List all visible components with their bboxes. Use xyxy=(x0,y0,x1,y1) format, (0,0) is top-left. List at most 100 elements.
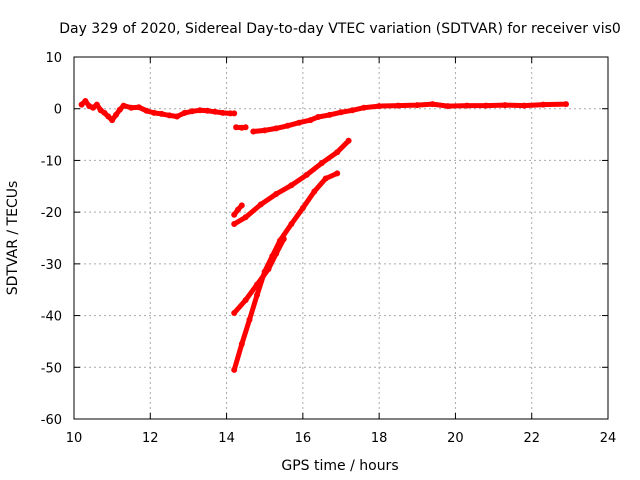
data-point xyxy=(181,109,188,116)
data-point xyxy=(273,250,280,257)
data-point xyxy=(242,214,249,221)
data-point xyxy=(82,98,89,104)
x-tick-label: 22 xyxy=(523,431,540,446)
data-point xyxy=(376,103,383,110)
data-point xyxy=(429,101,436,108)
data-point xyxy=(463,102,470,109)
data-point xyxy=(135,104,142,111)
y-tick-label: -10 xyxy=(41,154,62,169)
data-point xyxy=(109,117,116,124)
data-point xyxy=(254,291,261,298)
data-point xyxy=(265,266,272,272)
x-tick-label: 14 xyxy=(218,431,235,446)
data-point xyxy=(307,117,314,124)
data-point xyxy=(196,107,203,114)
x-axis-label: GPS time / hours xyxy=(281,458,398,474)
data-point xyxy=(273,125,280,132)
data-point xyxy=(261,127,268,134)
data-point xyxy=(349,107,356,114)
data-point xyxy=(326,111,333,118)
data-series xyxy=(78,98,569,373)
x-tick-label: 12 xyxy=(142,431,159,446)
data-point xyxy=(246,316,253,323)
data-point xyxy=(219,109,226,116)
data-point xyxy=(204,107,211,114)
data-point xyxy=(288,221,295,227)
x-tick-label: 10 xyxy=(66,431,83,446)
data-point xyxy=(166,112,173,119)
data-point xyxy=(563,101,569,108)
data-point xyxy=(143,107,150,114)
data-point xyxy=(242,124,249,131)
y-tick-label: -60 xyxy=(41,413,62,428)
data-point xyxy=(242,297,249,304)
y-tick-label: -50 xyxy=(41,361,62,376)
grid xyxy=(74,57,608,419)
data-point xyxy=(334,170,341,177)
data-point xyxy=(120,102,127,109)
data-point xyxy=(311,188,318,195)
data-point xyxy=(128,104,135,111)
data-point xyxy=(315,114,322,120)
data-point xyxy=(284,122,291,129)
series-arc-cross xyxy=(231,236,287,316)
y-axis-label: SDTVAR / TECUs xyxy=(5,181,21,296)
data-point xyxy=(231,221,238,227)
data-point xyxy=(231,110,238,117)
data-point xyxy=(257,201,264,208)
y-tick-label: 0 xyxy=(54,103,62,118)
data-point xyxy=(158,110,165,117)
data-point xyxy=(231,211,238,218)
data-point xyxy=(303,171,310,178)
data-point xyxy=(338,109,344,116)
y-tick-label: -30 xyxy=(41,258,62,273)
data-point xyxy=(113,111,119,118)
data-point xyxy=(238,341,245,347)
data-point xyxy=(116,106,123,113)
x-tick-label: 18 xyxy=(371,431,388,446)
data-point xyxy=(334,149,341,156)
x-tick-label: 24 xyxy=(600,431,617,446)
axis-ticks: 10 12 14 16 18 20 22 24 -60 -50 -40 -30 -20 -10 0 10 xyxy=(41,51,617,446)
data-point xyxy=(502,102,508,109)
data-point xyxy=(231,310,238,316)
data-point xyxy=(521,102,528,109)
data-point xyxy=(212,108,219,115)
data-point xyxy=(235,206,241,213)
data-point xyxy=(189,108,196,115)
data-point xyxy=(288,182,295,189)
x-tick-label: 20 xyxy=(447,431,464,446)
series-arc-steep xyxy=(231,170,340,373)
data-point xyxy=(233,124,240,131)
data-point xyxy=(482,102,489,109)
data-point xyxy=(360,104,367,111)
data-point xyxy=(78,101,85,108)
y-tick-label: -20 xyxy=(41,206,62,221)
data-point xyxy=(238,202,245,209)
y-tick-label: 10 xyxy=(45,51,62,66)
data-point xyxy=(414,102,421,109)
data-point xyxy=(345,137,352,144)
plot-frame xyxy=(73,56,609,420)
y-tick-label: -40 xyxy=(41,310,62,325)
data-point xyxy=(93,101,100,108)
data-point xyxy=(540,101,547,108)
data-point xyxy=(273,191,280,197)
x-tick-label: 16 xyxy=(295,431,312,446)
data-point xyxy=(105,113,112,120)
series-rise xyxy=(250,101,569,134)
data-point xyxy=(101,109,108,116)
data-point xyxy=(296,119,302,126)
data-point xyxy=(250,128,257,135)
data-point xyxy=(174,113,180,120)
data-point xyxy=(318,160,325,166)
data-point xyxy=(280,236,287,242)
data-point xyxy=(444,103,451,110)
data-point xyxy=(395,102,402,109)
data-point xyxy=(299,205,306,211)
data-point xyxy=(322,175,329,182)
data-point xyxy=(254,281,261,288)
chart-title: Day 329 of 2020, Sidereal Day-to-day VTE… xyxy=(59,21,621,37)
data-point xyxy=(151,109,158,116)
